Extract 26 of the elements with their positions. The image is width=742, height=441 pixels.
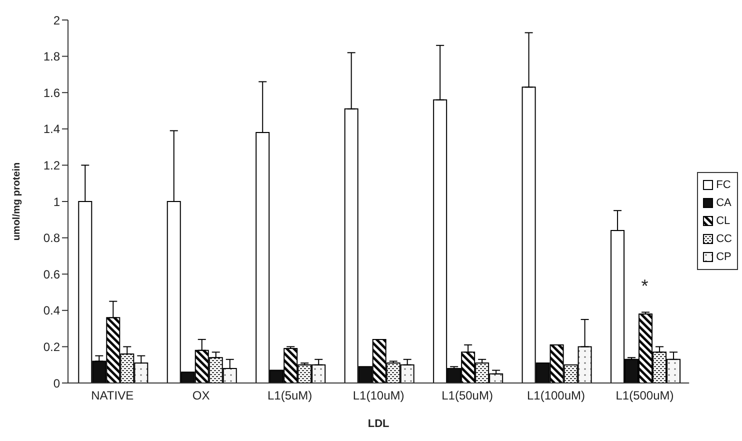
y-tick-label: 1.8 [43, 50, 60, 64]
y-tick-label: 0.6 [43, 267, 60, 282]
x-tick-label: L1(100uM) [527, 388, 586, 403]
annotation: * [641, 276, 648, 296]
y-tick-label: 1.2 [43, 158, 60, 172]
y-tick-label: 0.8 [43, 231, 60, 246]
x-tick-label: L1(5uM) [267, 388, 312, 403]
x-tick-label: L1(10uM) [352, 388, 404, 403]
x-tick-label: OX [192, 388, 210, 403]
x-tick-label: L1(500uM) [616, 388, 674, 403]
y-tick-label: 1.6 [43, 86, 60, 100]
y-tick-label: 0.2 [43, 340, 60, 354]
y-tick-label: 2 [53, 13, 60, 28]
legend-label: CL [716, 214, 730, 226]
y-tick-label: 1.4 [43, 122, 60, 136]
y-axis-title: umol/mg protein [12, 162, 23, 241]
legend-label: CC [716, 232, 732, 244]
legend-label: CA [716, 196, 732, 208]
legend-label: FC [716, 178, 731, 190]
x-tick-label: L1(50uM) [442, 388, 493, 403]
legend-label: CP [716, 250, 732, 262]
x-tick-label: NATIVE [91, 388, 134, 403]
y-tick-label: 1 [53, 194, 60, 209]
y-tick-label: 0 [53, 376, 60, 390]
y-tick-label: 0.4 [43, 304, 60, 318]
x-axis-title: LDL [368, 418, 390, 430]
